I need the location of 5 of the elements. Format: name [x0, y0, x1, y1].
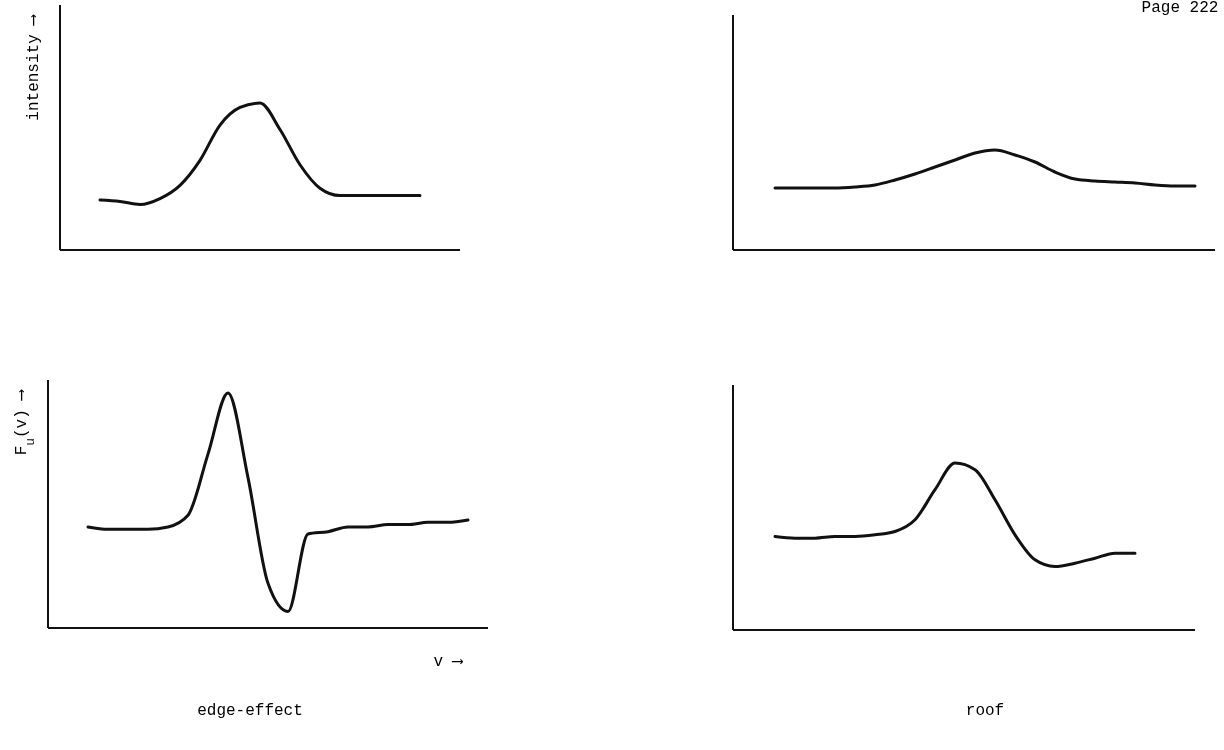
text: edge-effect	[197, 702, 303, 720]
x-axis-title: v ⟶	[433, 653, 464, 671]
text: roof	[965, 702, 1005, 720]
text: Page 222	[1141, 0, 1219, 17]
y-axis-title: intensity ⟶	[25, 13, 43, 121]
